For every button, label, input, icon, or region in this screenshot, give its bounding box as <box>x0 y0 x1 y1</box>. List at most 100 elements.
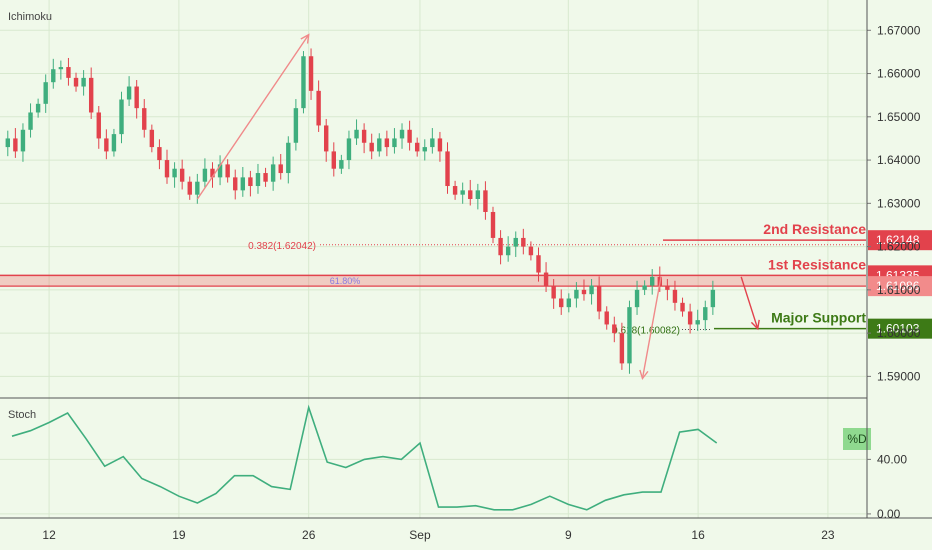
price-tick-label: 1.59000 <box>877 369 921 383</box>
stoch-tick-label: 40.00 <box>877 452 907 466</box>
resistance-1-label: 1st Resistance <box>768 256 866 272</box>
candle-body <box>703 307 708 321</box>
candle-body <box>81 77 86 87</box>
candle <box>627 300 632 374</box>
candle-body <box>695 320 700 325</box>
candle-body <box>612 324 617 334</box>
price-tick-label: 1.61000 <box>877 283 921 297</box>
candle <box>422 139 427 161</box>
candle-body <box>710 289 716 308</box>
candle-body <box>566 298 572 308</box>
candle-body <box>430 138 435 148</box>
candle <box>687 303 693 334</box>
candle-body <box>354 129 359 139</box>
candle <box>490 206 496 244</box>
candle <box>225 159 230 183</box>
candle-body <box>369 142 374 152</box>
candle <box>339 154 344 174</box>
price-tick-label: 1.65000 <box>877 110 921 124</box>
candle-body <box>339 160 344 169</box>
candle-body <box>28 112 33 130</box>
fib-0382-label: 0.382(1.62042) <box>248 241 316 252</box>
price-tick-label: 1.64000 <box>877 153 921 167</box>
candle <box>104 129 109 160</box>
candle-body <box>119 99 124 135</box>
candle-body <box>604 311 609 325</box>
candle <box>475 183 481 210</box>
forecast-arrow-head <box>750 319 760 331</box>
candle-body <box>346 138 352 161</box>
price-box-support-bg <box>868 318 932 339</box>
candle <box>255 163 261 194</box>
candle-body <box>270 164 276 182</box>
candle <box>392 128 397 154</box>
candle-body <box>58 67 64 70</box>
candle <box>51 58 56 89</box>
candle-body <box>195 181 200 195</box>
candle-body <box>111 134 117 152</box>
candle-body <box>35 103 41 113</box>
candle <box>270 156 276 191</box>
candle <box>217 155 223 186</box>
candle-body <box>308 56 314 91</box>
candle <box>157 139 162 170</box>
candle <box>612 316 617 343</box>
candle <box>634 280 640 315</box>
candle <box>559 289 564 315</box>
candle-body <box>513 237 518 247</box>
candle <box>430 128 435 154</box>
support-label: Major Support <box>771 310 866 326</box>
candle <box>308 48 314 100</box>
candle-body <box>521 237 526 247</box>
candle-body <box>642 285 647 290</box>
candle <box>665 279 670 301</box>
candle <box>134 80 139 119</box>
candle-body <box>202 168 208 182</box>
price-box-zone-low-bg <box>868 276 932 297</box>
candle <box>202 158 208 189</box>
candle-body <box>650 276 655 286</box>
price-box-resistance-2: 1.62148 <box>868 230 932 251</box>
candle <box>187 176 192 200</box>
candle <box>543 262 549 293</box>
time-tick-label: 9 <box>565 528 572 542</box>
candle-body <box>536 255 541 273</box>
candle-body <box>164 160 170 178</box>
candle-body <box>157 147 162 161</box>
candle-body <box>286 142 291 174</box>
candle <box>58 60 64 80</box>
candle-body <box>505 246 511 256</box>
candle <box>13 128 18 158</box>
level-lines: 0.382(1.62042) 61.80% 0.618(1.60082) <box>0 239 866 337</box>
time-tick-label: 12 <box>42 528 56 542</box>
candle-body <box>498 237 503 256</box>
candle-body <box>422 147 427 152</box>
candle-body <box>574 289 579 299</box>
price-box-support: 1.60103 <box>868 318 932 339</box>
candle-body <box>134 86 139 109</box>
candle-body <box>210 168 215 178</box>
candle <box>43 74 48 113</box>
candle <box>96 105 101 149</box>
candle-body <box>88 77 94 113</box>
candle-body <box>96 112 101 139</box>
candle <box>5 130 10 157</box>
candle <box>604 306 609 330</box>
candle-body <box>596 285 602 312</box>
candle-body <box>324 125 329 152</box>
candle-body <box>475 190 481 199</box>
candle-body <box>255 173 261 187</box>
candle-body <box>51 69 56 83</box>
candle-body <box>248 177 253 187</box>
candle <box>233 169 238 200</box>
candle <box>551 279 556 309</box>
candle-body <box>437 138 443 152</box>
candle <box>513 231 518 257</box>
candle-body <box>240 177 246 191</box>
candle-body <box>20 129 26 152</box>
candle <box>179 159 185 190</box>
candle-body <box>414 142 420 152</box>
price-box-resistance-2-text: 1.62148 <box>876 233 920 247</box>
candle <box>164 149 170 184</box>
candle <box>452 180 458 200</box>
